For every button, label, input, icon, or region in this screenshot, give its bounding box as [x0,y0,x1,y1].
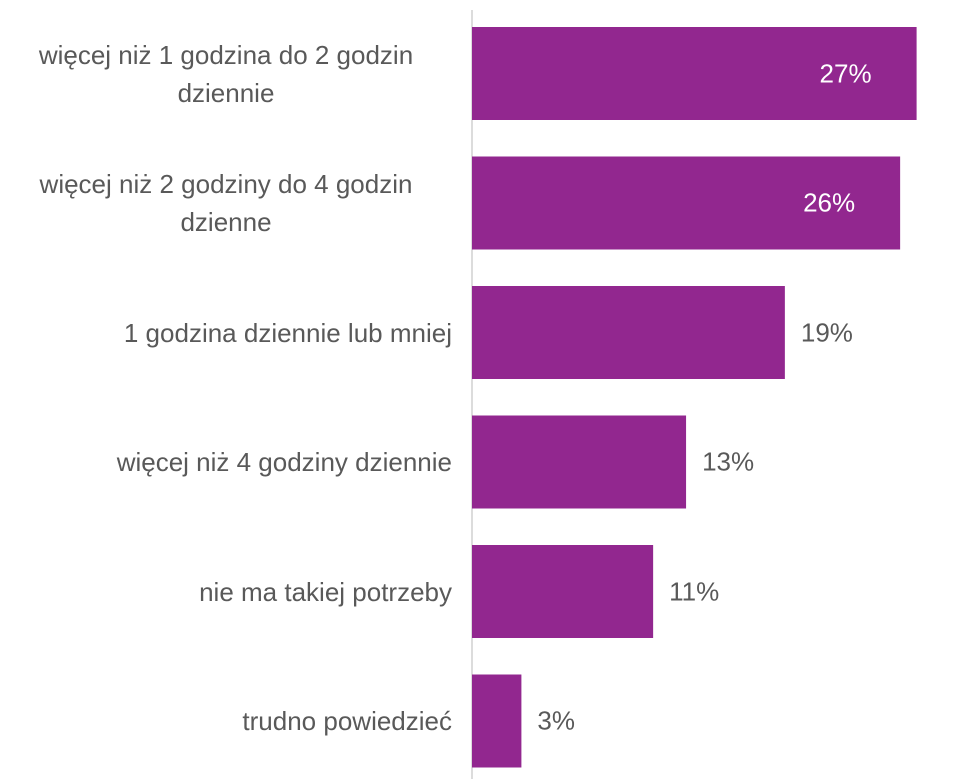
category-label: więcej niż 1 godzina do 2 godzin dzienni… [0,27,452,120]
category-label-text: więcej niż 4 godziny dziennie [116,447,452,477]
bar [472,415,687,509]
category-label: nie ma takiej potrzeby [0,545,452,638]
value-label: 13% [702,447,754,478]
category-label-text: 1 godzina dziennie lub mniej [123,317,452,348]
category-label-text: trudno powiedzieć [242,706,452,736]
bar [472,545,654,638]
category-label-text: nie ma takiej potrzeby [199,576,452,607]
bar [472,27,917,120]
category-label-text: więcej niż 1 godzina do 2 godzin dzienni… [38,39,414,108]
value-label: 3% [537,706,575,737]
value-label-text: 11% [669,576,720,606]
value-label: 11% [669,576,719,607]
value-label-text: 13% [702,446,755,477]
bar [472,156,901,250]
value-label-text: 3% [537,705,575,736]
category-label: więcej niż 4 godziny dziennie [0,416,452,509]
value-label: 27% [820,58,872,89]
category-label-text: więcej niż 2 godziny do 4 godzin dzienne [39,169,413,237]
category-label: więcej niż 2 godziny do 4 godzin dzienne [0,157,452,250]
value-label: 26% [803,188,855,219]
bar [472,286,785,379]
value-label-text: 19% [800,317,853,347]
value-label-text: 27% [819,58,872,88]
bar [472,674,522,768]
value-label: 19% [801,317,853,348]
value-label-text: 26% [803,187,856,218]
category-label: trudno powiedzieć [0,675,452,768]
category-label: 1 godzina dziennie lub mniej [0,286,452,379]
